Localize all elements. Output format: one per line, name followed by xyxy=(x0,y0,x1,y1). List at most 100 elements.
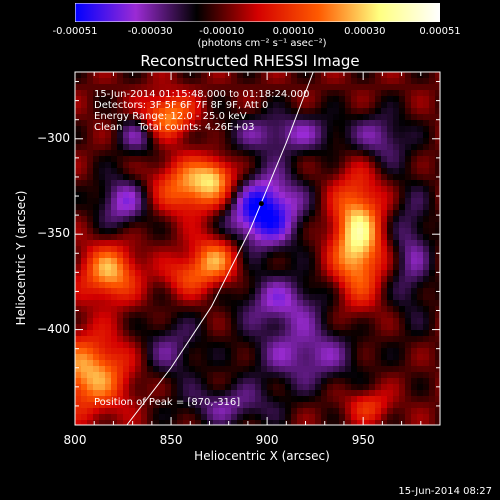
heatmap-cell xyxy=(123,246,130,253)
heatmap-cell xyxy=(429,168,436,175)
heatmap-cell xyxy=(261,180,268,187)
heatmap-cell xyxy=(357,90,364,97)
heatmap-cell xyxy=(423,96,430,103)
heatmap-cell xyxy=(273,228,280,235)
heatmap-cell xyxy=(357,384,364,391)
heatmap-cell xyxy=(381,270,388,277)
heatmap-cell xyxy=(111,84,118,91)
heatmap-cell xyxy=(261,282,268,289)
heatmap-cell xyxy=(237,414,244,421)
heatmap-cell xyxy=(243,252,250,259)
heatmap-cell xyxy=(147,90,154,97)
heatmap-cell xyxy=(351,294,358,301)
heatmap-cell xyxy=(267,252,274,259)
heatmap-cell xyxy=(291,402,298,409)
heatmap-cell xyxy=(423,378,430,385)
heatmap-cell xyxy=(297,420,304,426)
heatmap-cell xyxy=(87,282,94,289)
heatmap-cell xyxy=(273,126,280,133)
heatmap-cell xyxy=(399,270,406,277)
heatmap-cell xyxy=(93,240,100,247)
heatmap-cell xyxy=(261,78,268,85)
heatmap-cell xyxy=(267,198,274,205)
heatmap-cell xyxy=(243,408,250,415)
heatmap-cell xyxy=(279,108,286,115)
heatmap-cell xyxy=(183,258,190,265)
heatmap-cell xyxy=(237,174,244,181)
heatmap-cell xyxy=(429,78,436,85)
heatmap-cell xyxy=(261,342,268,349)
heatmap-cell xyxy=(135,102,142,109)
heatmap-cell xyxy=(417,372,424,379)
heatmap-cell xyxy=(219,132,226,139)
heatmap-cell xyxy=(135,180,142,187)
heatmap-cell xyxy=(339,246,346,253)
heatmap-cell xyxy=(81,150,88,157)
heatmap-cell xyxy=(423,282,430,289)
heatmap-cell xyxy=(117,270,124,277)
heatmap-cell xyxy=(333,330,340,337)
heatmap-cell xyxy=(117,420,124,426)
heatmap-cell xyxy=(339,132,346,139)
heatmap-cell xyxy=(417,276,424,283)
heatmap-cell xyxy=(117,246,124,253)
heatmap-cell xyxy=(183,228,190,235)
heatmap-cell xyxy=(81,114,88,121)
heatmap-cell xyxy=(213,162,220,169)
heatmap-cell xyxy=(93,180,100,187)
heatmap-cell xyxy=(339,408,346,415)
heatmap-cell xyxy=(351,264,358,271)
heatmap-cell xyxy=(243,126,250,133)
heatmap-cell xyxy=(405,192,412,199)
heatmap-cell xyxy=(183,288,190,295)
heatmap-cell xyxy=(261,408,268,415)
heatmap-cell xyxy=(261,168,268,175)
heatmap-cell xyxy=(339,126,346,133)
heatmap-cell xyxy=(375,156,382,163)
heatmap-cell xyxy=(279,222,286,229)
heatmap-cell xyxy=(165,342,172,349)
heatmap-cell xyxy=(255,324,262,331)
heatmap-cell xyxy=(81,396,88,403)
heatmap-cell xyxy=(309,420,316,426)
heatmap-cell xyxy=(147,270,154,277)
heatmap-cell xyxy=(81,96,88,103)
heatmap-cell xyxy=(123,420,130,426)
heatmap-cell xyxy=(135,126,142,133)
heatmap-cell xyxy=(351,288,358,295)
heatmap-cell xyxy=(327,282,334,289)
solar-limb-curve xyxy=(126,71,314,426)
heatmap-cell xyxy=(147,132,154,139)
heatmap-cell xyxy=(423,198,430,205)
heatmap-cell xyxy=(123,252,130,259)
heatmap-cell xyxy=(399,276,406,283)
heatmap-cell xyxy=(153,156,160,163)
heatmap-cell xyxy=(123,348,130,355)
heatmap-cell xyxy=(399,102,406,109)
heatmap-cell xyxy=(279,396,286,403)
heatmap-cell xyxy=(171,282,178,289)
heatmap-cell xyxy=(399,78,406,85)
heatmap-cell xyxy=(357,234,364,241)
heatmap-cell xyxy=(339,114,346,121)
heatmap-cell xyxy=(87,84,94,91)
y-tick-label: −400 xyxy=(37,321,70,336)
heatmap-cell xyxy=(405,78,412,85)
heatmap-cell xyxy=(123,378,130,385)
heatmap-cell xyxy=(303,276,310,283)
heatmap-cell xyxy=(231,384,238,391)
heatmap-cell xyxy=(81,384,88,391)
heatmap-cell xyxy=(243,276,250,283)
heatmap-cell xyxy=(195,138,202,145)
heatmap-cell xyxy=(309,288,316,295)
heatmap-cell xyxy=(261,150,268,157)
heatmap-cell xyxy=(231,84,238,91)
heatmap-cell xyxy=(363,258,370,265)
heatmap-cell xyxy=(333,228,340,235)
heatmap-cell xyxy=(111,330,118,337)
heatmap-cell xyxy=(351,276,358,283)
heatmap-cell xyxy=(399,258,406,265)
heatmap-cell xyxy=(327,126,334,133)
heatmap-cell xyxy=(195,288,202,295)
heatmap-cell xyxy=(153,324,160,331)
